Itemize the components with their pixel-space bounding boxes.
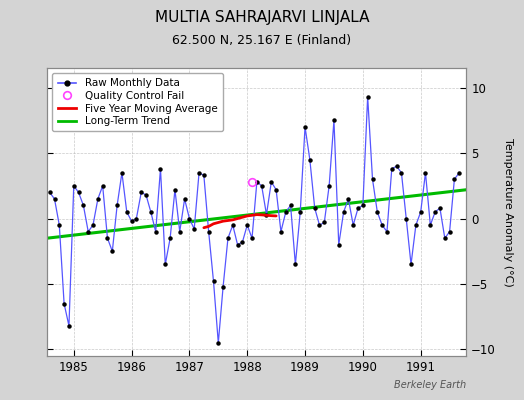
Y-axis label: Temperature Anomaly (°C): Temperature Anomaly (°C) [503,138,513,286]
Text: Berkeley Earth: Berkeley Earth [394,380,466,390]
Text: MULTIA SAHRAJARVI LINJALA: MULTIA SAHRAJARVI LINJALA [155,10,369,25]
Text: 62.500 N, 25.167 E (Finland): 62.500 N, 25.167 E (Finland) [172,34,352,47]
Legend: Raw Monthly Data, Quality Control Fail, Five Year Moving Average, Long-Term Tren: Raw Monthly Data, Quality Control Fail, … [52,73,223,132]
